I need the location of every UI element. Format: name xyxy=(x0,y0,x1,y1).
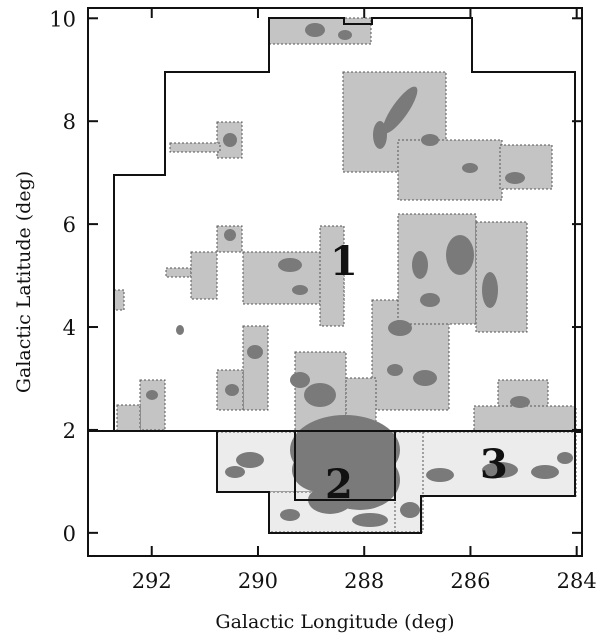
x-tick-label: 286 xyxy=(450,569,490,593)
y-axis: 0 2 4 6 8 10 xyxy=(49,7,582,546)
y-tick-label: 10 xyxy=(49,7,76,31)
y-tick-label: 0 xyxy=(63,522,76,546)
region-label-3: 3 xyxy=(480,441,508,488)
region-label-1: 1 xyxy=(330,238,358,285)
emission-blobs xyxy=(146,23,573,527)
y-axis-title: Galactic Latitude (deg) xyxy=(13,171,35,393)
y-tick-label: 4 xyxy=(63,316,76,340)
region2-outline xyxy=(294,431,396,501)
survey-fields xyxy=(88,17,582,534)
lower-strip-outline xyxy=(216,431,576,534)
x-tick-label: 288 xyxy=(344,569,384,593)
y-tick-label: 2 xyxy=(63,419,76,443)
y-tick-label: 8 xyxy=(63,110,76,134)
x-tick-label: 292 xyxy=(132,569,172,593)
x-axis: 292 290 288 286 284 xyxy=(132,8,597,593)
x-axis-title: Galactic Longitude (deg) xyxy=(215,611,454,633)
survey-outline xyxy=(113,17,582,433)
x-tick-label: 290 xyxy=(238,569,278,593)
region-label-2: 2 xyxy=(325,461,353,508)
x-tick-label: 284 xyxy=(557,569,597,593)
plot-frame xyxy=(87,7,583,557)
survey-patches xyxy=(113,17,577,533)
y-tick-label: 6 xyxy=(63,213,76,237)
